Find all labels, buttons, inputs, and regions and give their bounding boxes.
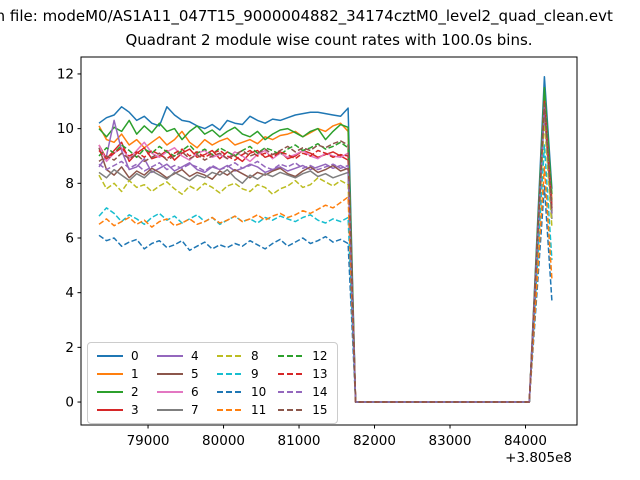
legend-line-sample	[217, 409, 243, 411]
legend-line-sample	[217, 373, 243, 375]
legend-line-sample	[278, 391, 305, 393]
legend-label: 2	[131, 385, 139, 399]
legend-label: 0	[131, 349, 139, 363]
legend-label: 4	[191, 349, 199, 363]
x-tick-label: 79000	[127, 433, 170, 449]
legend-label: 1	[131, 367, 139, 381]
legend-item-6: 6	[157, 383, 205, 401]
x-tick-label: 83000	[429, 433, 472, 449]
legend-line-sample	[278, 373, 305, 375]
legend-item-10: 10	[217, 383, 266, 401]
y-tick-label: 8	[65, 176, 74, 192]
legend-line-sample	[278, 355, 305, 357]
x-axis-offset-label: +3.805e8	[505, 450, 572, 466]
legend-label: 12	[312, 349, 328, 363]
legend-item-3: 3	[97, 401, 145, 419]
legend-label: 10	[251, 385, 267, 399]
x-tick-label: 80000	[202, 433, 245, 449]
legend-item-8: 8	[217, 347, 266, 365]
legend: 0 1 2 3 4 5 6 7 8 9 10 11 12 13 14 15	[87, 342, 338, 424]
legend-line-sample	[278, 409, 305, 411]
y-tick-label: 4	[65, 285, 74, 301]
legend-line-sample	[97, 373, 123, 375]
y-tick-label: 2	[65, 340, 74, 356]
y-tick-label: 10	[57, 121, 74, 137]
legend-line-sample	[157, 409, 183, 411]
axes-frame	[80, 56, 578, 426]
legend-line-sample	[217, 355, 243, 357]
legend-line-sample	[97, 409, 123, 411]
y-tick-label: 0	[65, 395, 74, 411]
legend-item-14: 14	[278, 383, 328, 401]
legend-label: 5	[191, 367, 199, 381]
legend-item-0: 0	[97, 347, 145, 365]
legend-item-7: 7	[157, 401, 205, 419]
legend-line-sample	[157, 391, 183, 393]
legend-label: 15	[312, 403, 328, 417]
legend-item-4: 4	[157, 347, 205, 365]
y-tick-label: 12	[57, 66, 74, 82]
legend-line-sample	[97, 355, 123, 357]
legend-label: 7	[191, 403, 199, 417]
series-line-14	[98, 106, 553, 403]
x-tick-label: 82000	[353, 433, 396, 449]
legend-line-sample	[217, 391, 243, 393]
legend-item-5: 5	[157, 365, 205, 383]
legend-label: 14	[312, 385, 328, 399]
legend-line-sample	[97, 391, 123, 393]
legend-item-15: 15	[278, 401, 328, 419]
legend-label: 13	[312, 367, 328, 381]
legend-line-sample	[157, 373, 183, 375]
x-tick-label: 81000	[278, 433, 321, 449]
legend-label: 6	[191, 385, 199, 399]
legend-item-11: 11	[217, 401, 266, 419]
series-line-15	[98, 103, 553, 403]
legend-label: 11	[251, 403, 267, 417]
figure-title: Lightcurve from file: modeM0/AS1A11_047T…	[0, 7, 613, 25]
legend-item-2: 2	[97, 383, 145, 401]
axes-title: Quadrant 2 module wise count rates with …	[125, 31, 533, 49]
legend-item-1: 1	[97, 365, 145, 383]
legend-item-9: 9	[217, 365, 266, 383]
legend-item-13: 13	[278, 365, 328, 383]
legend-label: 3	[131, 403, 139, 417]
y-tick-label: 6	[65, 230, 74, 246]
x-tick-label: 84000	[504, 433, 547, 449]
legend-line-sample	[157, 355, 183, 357]
legend-label: 8	[251, 349, 259, 363]
legend-label: 9	[251, 367, 259, 381]
legend-item-12: 12	[278, 347, 328, 365]
